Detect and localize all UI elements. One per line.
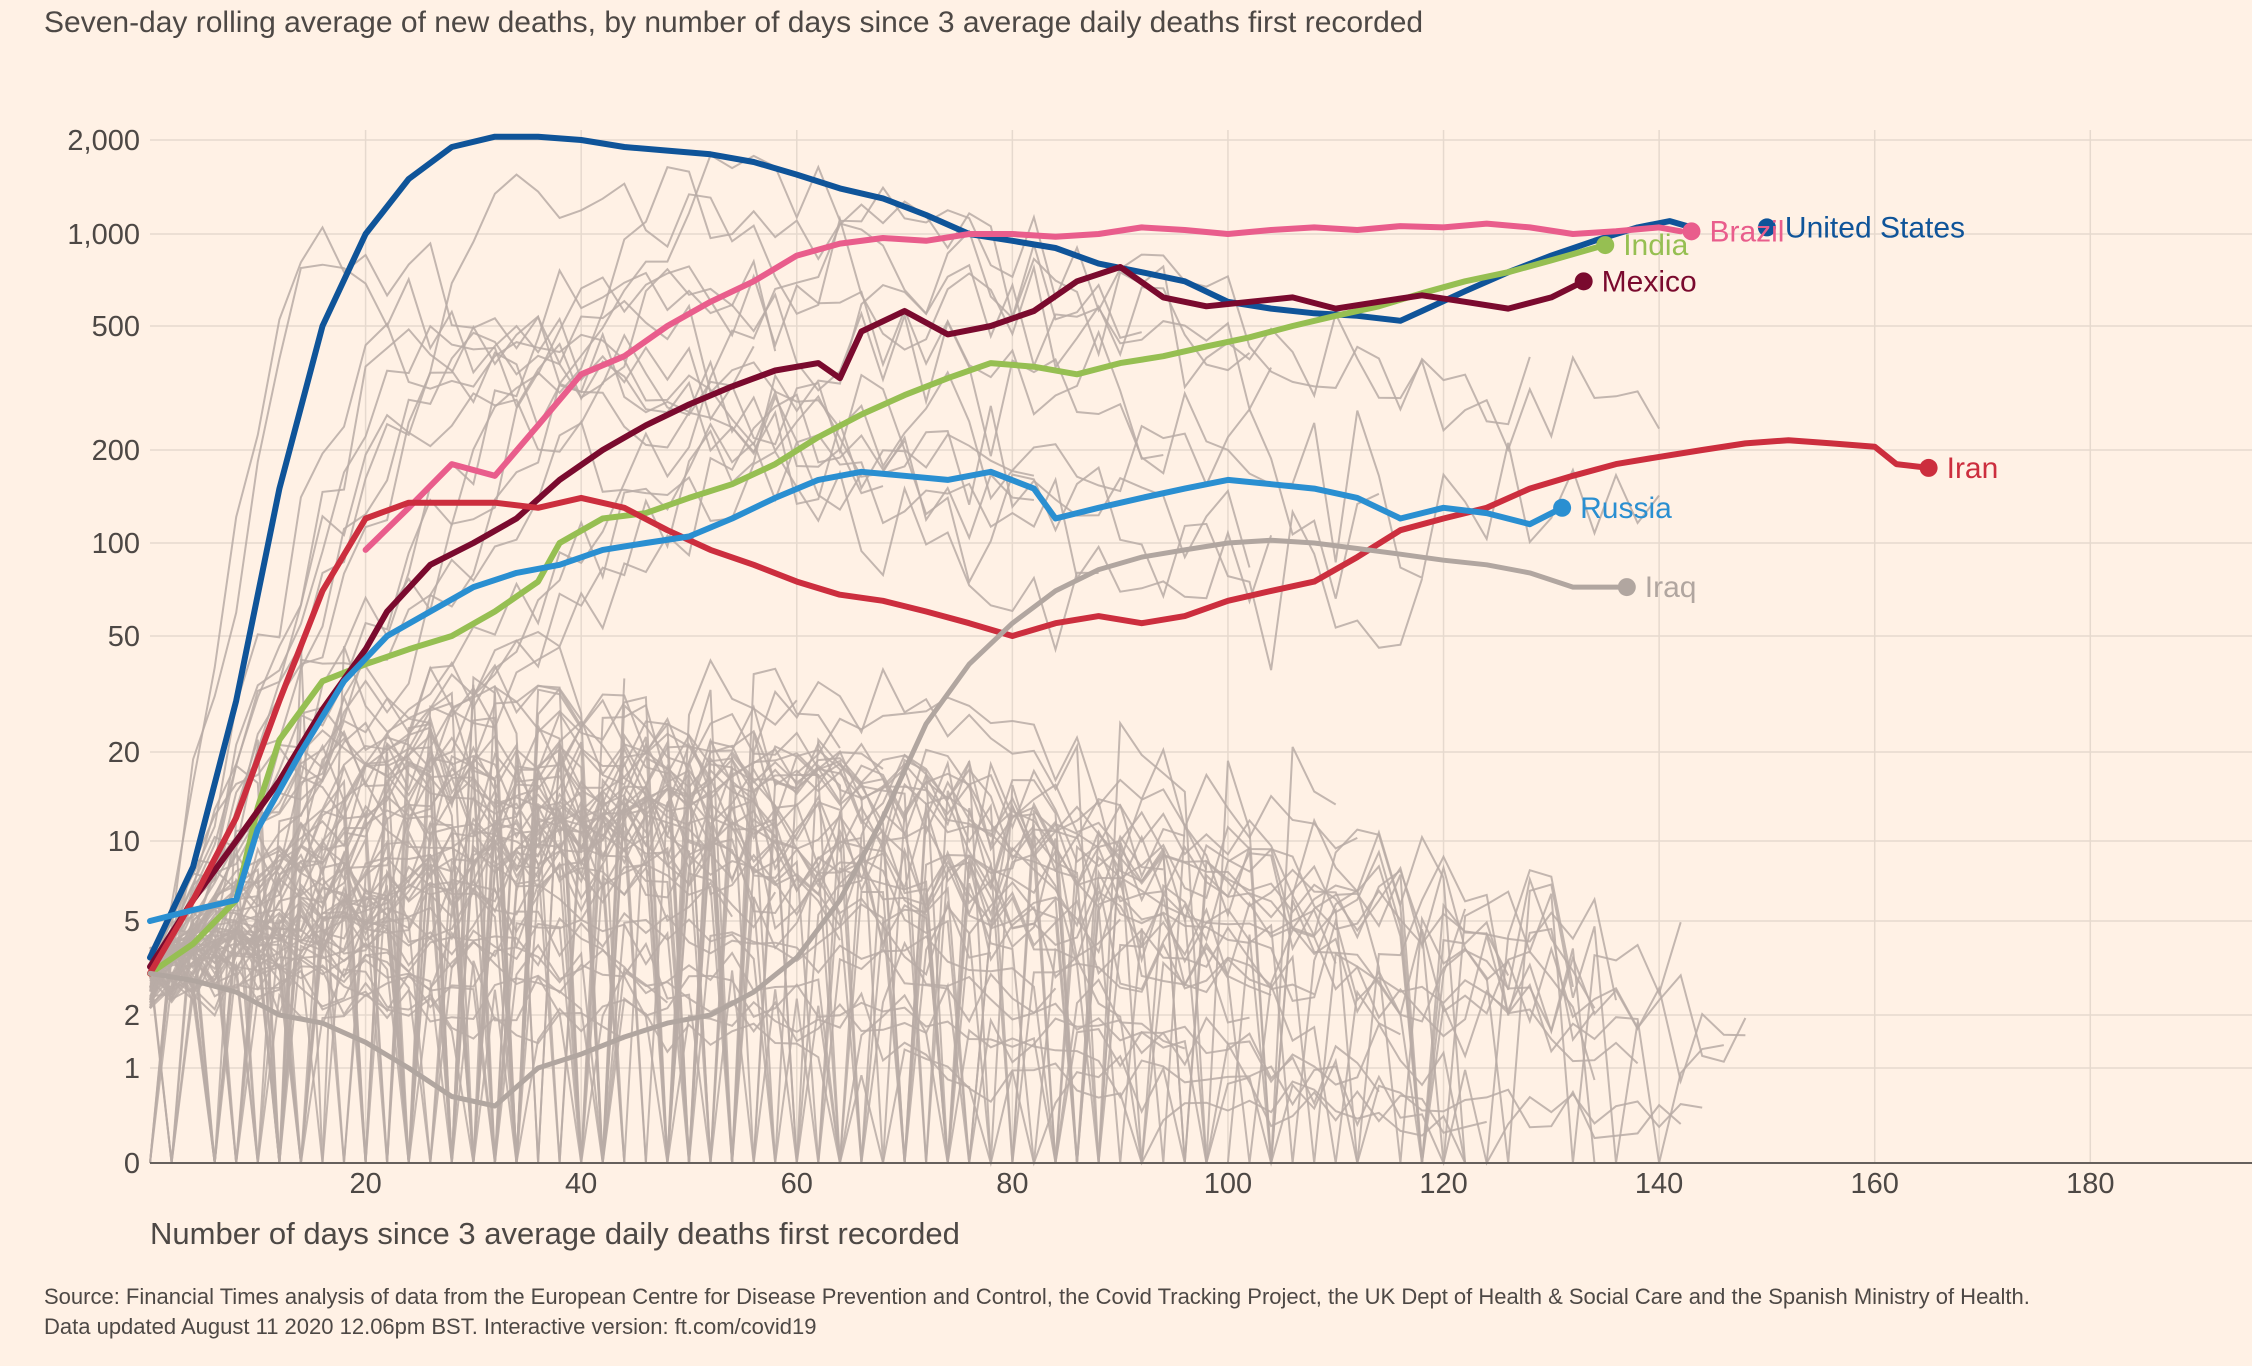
y-tick-label: 5 [124, 906, 140, 938]
other-country-line [149, 760, 647, 1164]
other-country-line [149, 954, 625, 1164]
y-tick-label: 10 [108, 826, 140, 858]
other-country-line [149, 726, 862, 1164]
series-end-dot [1553, 498, 1572, 517]
other-country-line [149, 775, 1272, 1164]
y-tick-label: 500 [92, 311, 140, 343]
y-tick-label: 1 [124, 1053, 140, 1085]
x-tick-label: 120 [1419, 1168, 1467, 1200]
chart-subtitle: Seven-day rolling average of new deaths,… [44, 6, 1424, 39]
source-line-2: Data updated August 11 2020 12.06pm BST.… [44, 1314, 817, 1339]
series-label: United States [1785, 211, 1965, 244]
other-country-line [149, 324, 1035, 1004]
series-line-united-states [147, 133, 1695, 961]
other-country-line [149, 910, 1186, 1164]
x-tick-label: 60 [781, 1168, 813, 1200]
other-country-line [149, 166, 1660, 977]
series-label: Iran [1947, 452, 1999, 485]
x-tick-label: 80 [996, 1168, 1028, 1200]
y-tick-label: 2 [124, 1000, 140, 1032]
y-tick-label: 100 [92, 528, 140, 560]
y-tick-label: 20 [108, 737, 140, 769]
series-end-dot [1919, 458, 1938, 477]
series-line-iraq [147, 537, 1630, 1109]
source-note: Source: Financial Times analysis of data… [44, 1282, 2224, 1342]
other-country-line [149, 767, 1724, 1164]
series-line-brazil [362, 220, 1684, 553]
other-country-line [149, 322, 884, 979]
series-end-dot [1682, 222, 1701, 241]
series-end-dot [1757, 218, 1776, 237]
x-tick-label: 100 [1204, 1168, 1252, 1200]
series-line-mexico [147, 264, 1587, 970]
other-country-line [149, 748, 1747, 1164]
x-tick-label: 40 [565, 1168, 597, 1200]
series-label: Brazil [1709, 215, 1784, 248]
series-line-iran [147, 437, 1932, 977]
x-axis-title: Number of days since 3 average daily dea… [150, 1216, 960, 1251]
series-label: Mexico [1602, 265, 1697, 298]
x-tick-label: 160 [1851, 1168, 1899, 1200]
other-country-line [149, 817, 647, 1164]
series-line-russia [147, 468, 1566, 924]
other-country-line [149, 861, 626, 1164]
series-end-dot [1617, 578, 1636, 597]
other-country-line [149, 704, 1423, 1164]
x-tick-label: 140 [1635, 1168, 1683, 1200]
other-country-line [149, 740, 1617, 1164]
other-country-line [149, 940, 1057, 1164]
series-end-dot [1596, 236, 1615, 255]
other-country-line [149, 641, 583, 1164]
series-end-dot [1574, 272, 1593, 291]
other-country-line [149, 665, 1596, 1164]
y-tick-label: 50 [108, 621, 140, 653]
other-country-line [149, 918, 1467, 1164]
y-tick-label: 2,000 [67, 125, 140, 157]
other-country-line [149, 153, 1531, 986]
source-line-1: Source: Financial Times analysis of data… [44, 1284, 2030, 1309]
other-country-line [149, 734, 1596, 1164]
x-tick-label: 20 [349, 1168, 381, 1200]
y-tick-label: 1,000 [67, 219, 140, 251]
other-country-line [149, 392, 1099, 1009]
other-country-line [149, 706, 1596, 1164]
other-country-line [149, 331, 1035, 988]
x-tick-label: 180 [2066, 1168, 2114, 1200]
other-country-line [149, 263, 755, 969]
series-line-india [147, 242, 1609, 977]
y-tick-label: 200 [92, 435, 140, 467]
other-country-line [149, 200, 1142, 959]
series-label: Russia [1580, 492, 1672, 525]
other-country-line [149, 422, 1273, 1009]
other-country-line [149, 745, 1164, 1164]
y-tick-label: 0 [124, 1148, 140, 1180]
series-label: Iraq [1645, 571, 1697, 604]
axis-ticks: 0 1 2 5 10 20 50 100 200 500 1,000 2,000 20 40 60 80 100… [67, 125, 2252, 1200]
series-label: India [1623, 229, 1688, 262]
